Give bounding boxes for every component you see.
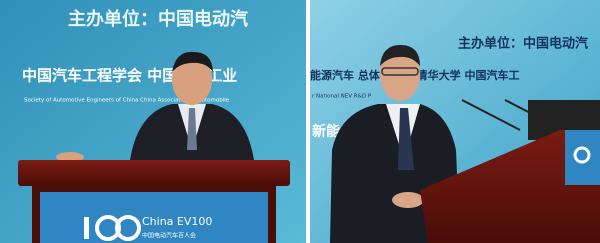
organizers-en: r National NEV R&D P	[312, 94, 372, 100]
speaker-hand	[392, 192, 424, 208]
podium-top	[18, 160, 290, 186]
backdrop-title: 主办单位：中国电动汽	[68, 8, 248, 30]
photo-pair: 主办单位：中国电动汽 中国汽车工程学会 中国汽车工业 Society of Au…	[0, 0, 600, 243]
backdrop-title: 主办单位：中国电动汽	[458, 36, 588, 52]
podium-logo: China EV100	[142, 215, 212, 228]
podium-panel	[565, 130, 600, 185]
right-photo: 主办单位：中国电动汽 能源汽车 总体专家组 清华大学 中国汽车工 r Natio…	[310, 0, 600, 243]
podium-logo-cn: 中国电动汽车百人会	[142, 232, 196, 240]
logo-bar	[84, 217, 89, 239]
left-photo: 主办单位：中国电动汽 中国汽车工程学会 中国汽车工业 Society of Au…	[0, 0, 306, 243]
page: {"left_photo": {"backdrop_title": "主办单位：…	[0, 0, 600, 243]
